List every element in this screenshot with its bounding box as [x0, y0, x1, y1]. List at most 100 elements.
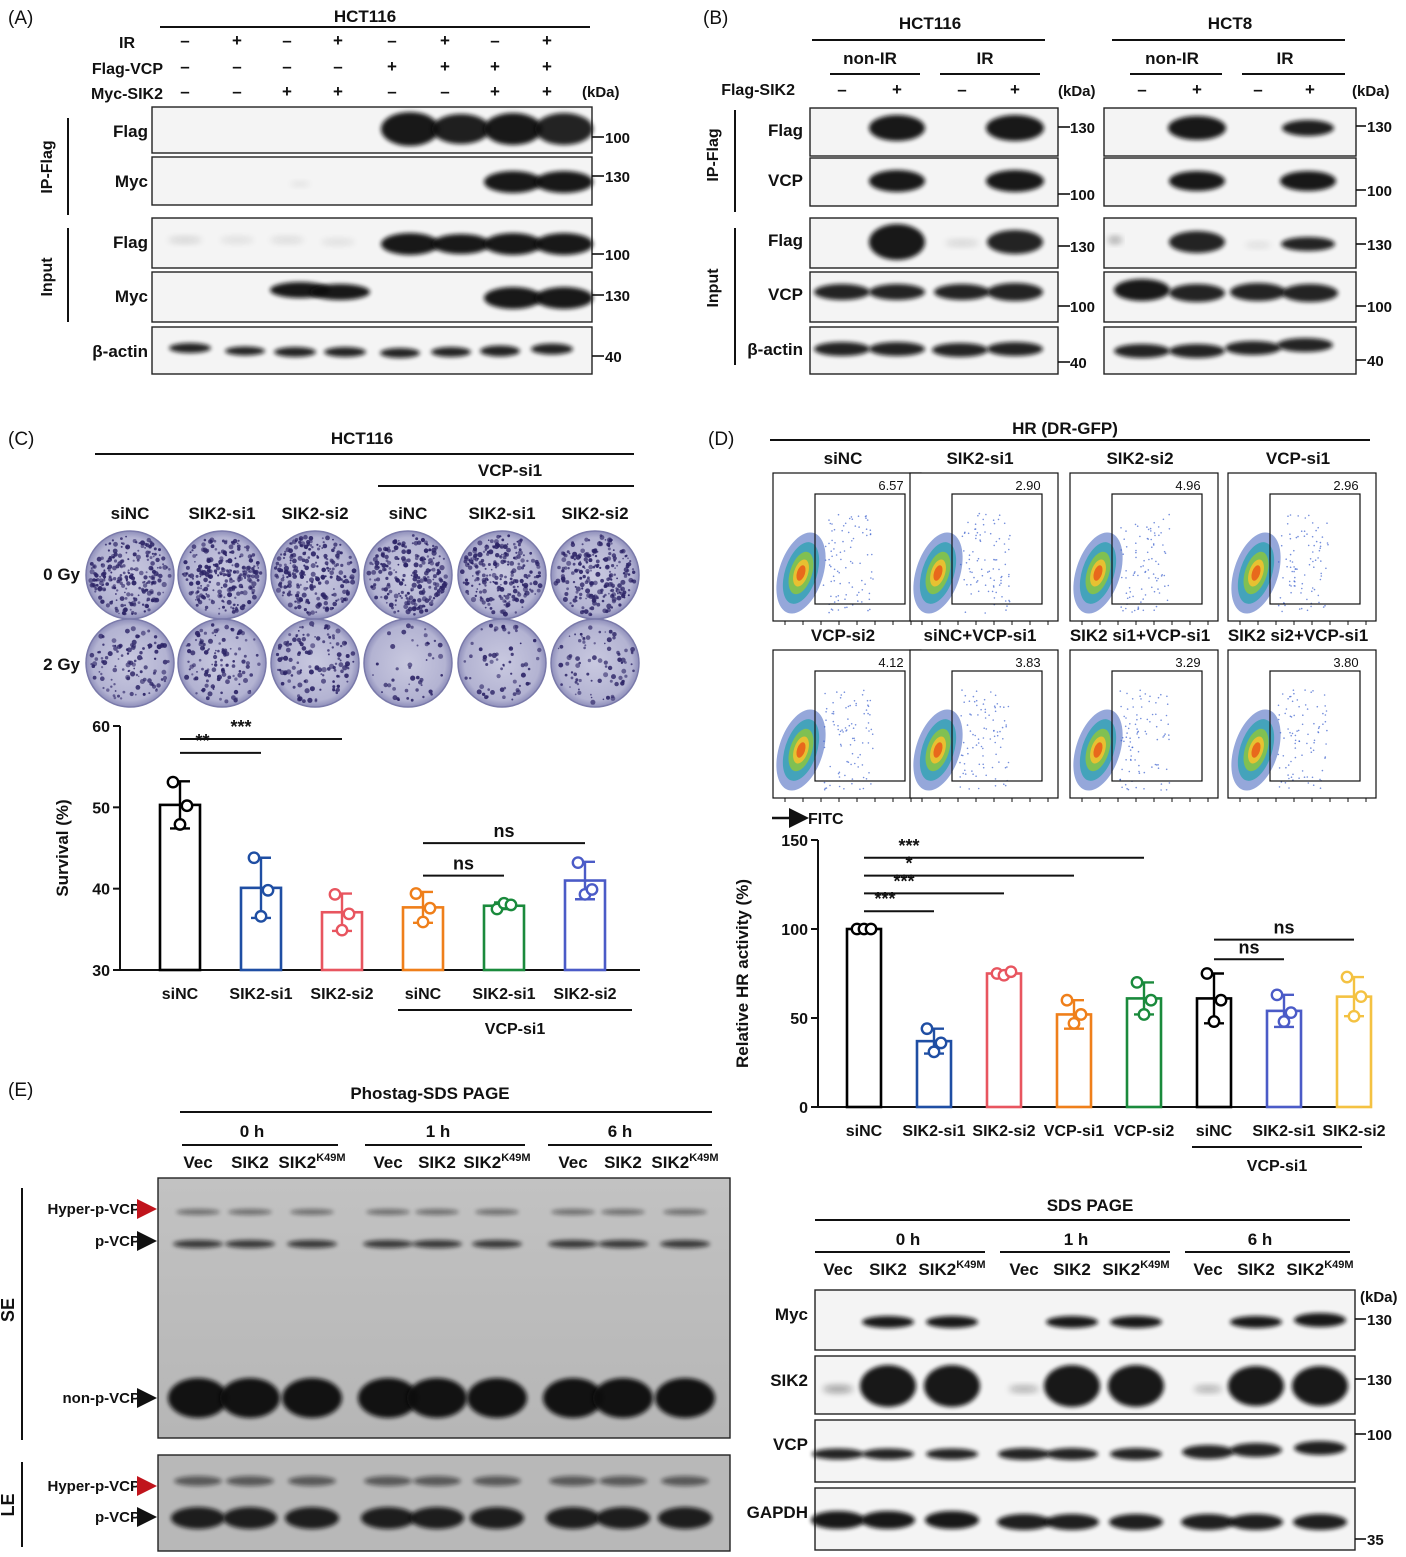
panel-c-colony — [292, 564, 297, 569]
panel-c-colony — [199, 638, 202, 641]
panel-c-colony — [207, 674, 211, 678]
panel-c-colony — [611, 599, 617, 604]
panel-e-se-band — [598, 1240, 648, 1248]
panel-d-flow-event — [1289, 695, 1291, 698]
panel-c-colony — [603, 672, 609, 678]
panel-e-sds-lane-label: SIK2 — [1053, 1260, 1091, 1279]
panel-d-flow-event — [998, 761, 1000, 763]
panel-c-colony — [132, 552, 137, 557]
panel-c-colony — [410, 675, 416, 681]
panel-c-colony — [112, 548, 118, 554]
panel-c-colony — [221, 559, 224, 562]
panel-c-colony — [242, 590, 248, 596]
panel-d-flow-event — [832, 575, 835, 578]
panel-c-colony — [440, 586, 445, 591]
panel-c-colony — [181, 573, 184, 576]
panel-d-flow-value: 2.96 — [1333, 478, 1358, 493]
panel-c-colony — [111, 585, 116, 590]
panel-c-plate — [363, 618, 453, 708]
panel-d-flow-event — [868, 598, 871, 601]
panel-d-flow-event — [1282, 577, 1284, 579]
panel-c-colony — [432, 557, 435, 560]
panel-c-colony — [145, 554, 149, 558]
panel-b-marker-left: 100 — [1070, 187, 1095, 204]
panel-d-flow-event — [1308, 514, 1310, 517]
panel-c-colony — [519, 538, 523, 542]
panel-c-colony — [476, 588, 479, 590]
panel-c-colony — [335, 599, 338, 602]
panel-d-flow-event — [849, 744, 852, 746]
panel-c-colony — [312, 585, 316, 589]
panel-d-flow-event — [1135, 549, 1137, 552]
panel-c-colony — [90, 582, 95, 587]
panel-c-colony — [595, 559, 600, 564]
panel-c-colony — [296, 584, 301, 589]
panel-d-flow-event — [991, 766, 994, 769]
panel-d-flow-event — [1307, 782, 1310, 784]
panel-c-colony — [223, 653, 227, 657]
panel-e-sds-blot-label: GAPDH — [747, 1503, 808, 1522]
panel-d-flow-event — [1004, 784, 1007, 787]
panel-c-colony — [257, 662, 261, 666]
panel-c-colony — [163, 679, 167, 683]
panel-c-colony — [125, 551, 128, 554]
panel-c-colony — [153, 571, 159, 577]
panel-c-colony — [285, 647, 291, 653]
panel-c-colony — [423, 577, 428, 581]
panel-c-colony — [237, 575, 241, 579]
panel-c-colony — [393, 545, 399, 551]
panel-c-colony — [335, 642, 340, 646]
panel-c-colony — [316, 543, 319, 546]
panel-c-colony — [292, 685, 296, 689]
panel-c-colony — [308, 665, 312, 669]
panel-c-plate-label: SIK2-si1 — [468, 504, 535, 523]
panel-c-colony — [499, 555, 502, 558]
panel-d-flow-event — [1289, 715, 1292, 718]
panel-c-colony — [218, 607, 221, 610]
panel-c-colony — [325, 607, 330, 612]
panel-c-colony — [122, 690, 126, 694]
panel-b-blot-left-1-band — [986, 170, 1044, 192]
panel-a-blot-0-band — [484, 113, 542, 145]
panel-c-colony — [332, 601, 338, 607]
panel-d-flow-event — [1298, 705, 1300, 708]
panel-c-colony — [519, 598, 525, 604]
panel-c-colony — [384, 554, 389, 560]
panel-c-colony — [434, 582, 440, 588]
panel-c-colony — [491, 610, 496, 615]
panel-c-colony — [185, 565, 190, 570]
panel-c-colony — [336, 556, 340, 560]
panel-d-flow-event — [1153, 609, 1155, 611]
panel-c-colony — [479, 684, 485, 690]
panel-d-flow-event — [1137, 574, 1139, 577]
panel-c-colony — [348, 555, 352, 559]
panel-b-sign: – — [1137, 80, 1146, 99]
panel-c-colony — [316, 636, 321, 641]
panel-c-colony — [214, 548, 218, 551]
panel-c-colony — [621, 592, 626, 597]
panel-d-flow-event — [993, 735, 996, 738]
panel-b-cond-ir-1: IR — [977, 49, 994, 68]
panel-d-flow-event — [832, 710, 835, 713]
panel-d-flow-event — [1290, 776, 1293, 778]
panel-c-colony — [624, 648, 628, 653]
panel-a-sign: – — [282, 31, 291, 50]
panel-c-colony — [586, 554, 591, 558]
panel-d-flow-event — [842, 731, 844, 733]
panel-c-colony — [89, 562, 94, 566]
panel-d-flow-event — [974, 528, 977, 530]
panel-c-colony — [612, 549, 615, 551]
panel-c-colony — [237, 647, 242, 651]
panel-c-colony — [423, 633, 428, 638]
panel-c-colony — [632, 669, 635, 673]
panel-c-colony — [496, 674, 501, 679]
panel-d-flow-event — [1321, 536, 1324, 538]
panel-c-colony — [578, 553, 582, 558]
panel-d-flow-event — [857, 766, 859, 768]
panel-c-colony — [132, 597, 136, 600]
panel-e-sds-blot-1-band — [823, 1385, 853, 1393]
panel-c-colony — [487, 602, 491, 606]
panel-c-colony — [154, 649, 159, 654]
panel-c-colony — [598, 630, 602, 634]
panel-c-colony — [296, 597, 298, 600]
